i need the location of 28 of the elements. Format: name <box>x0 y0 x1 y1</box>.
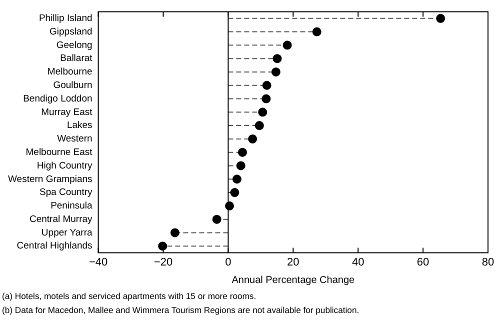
x-tick-label: 40 <box>352 256 364 268</box>
y-tick-label: Bendigo Loddon <box>23 93 92 104</box>
y-tick-label: Western Grampians <box>8 174 93 185</box>
x-tick-label: −40 <box>88 256 108 268</box>
x-tick-label: 80 <box>482 256 494 268</box>
y-tick-label: Western <box>57 134 92 145</box>
y-tick-label: Gippsland <box>50 26 92 38</box>
y-tick-label: Geelong <box>56 40 92 51</box>
x-tick-label: 0 <box>225 256 232 268</box>
x-tick-label: −20 <box>154 256 173 268</box>
y-tick-label: Goulburn <box>53 80 92 91</box>
y-tick-label: Central Highlands <box>16 240 93 252</box>
x-axis-title: Annual Percentage Change <box>232 274 356 286</box>
y-tick-label: Spa Country <box>39 187 93 198</box>
y-tick-label: Melbourne East <box>26 146 93 158</box>
y-tick-label: Melbourne <box>47 66 92 78</box>
y-tick-label: Phillip Island <box>38 13 92 24</box>
y-tick-label: Murray East <box>41 106 93 118</box>
text: (b) Data for Macedon, Mallee and Wimmera Tourism Regions are not available for publication. <box>2 304 360 317</box>
y-tick-label: High Country <box>36 160 93 172</box>
y-tick-label: Lakes <box>66 120 93 132</box>
y-tick-label: Peninsula <box>50 200 94 212</box>
y-tick-label: Central Murray <box>29 214 93 225</box>
x-tick-label: 20 <box>287 256 300 268</box>
y-tick-label: Upper Yarra <box>41 227 94 238</box>
y-tick-label: Ballarat <box>60 53 93 64</box>
text: (a) Hotels, motels and serviced apartments with 15 or more rooms. <box>2 290 258 303</box>
x-tick-label: 60 <box>416 256 430 268</box>
